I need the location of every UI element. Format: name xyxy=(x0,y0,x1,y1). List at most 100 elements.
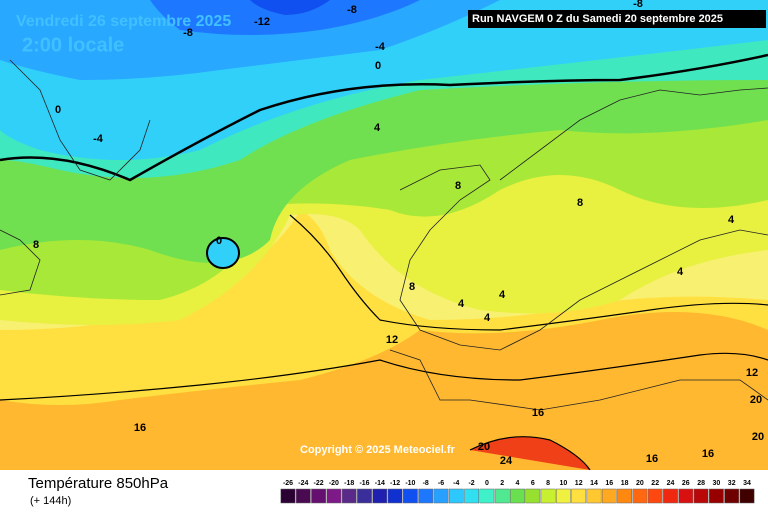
contour-label: 20 xyxy=(750,394,762,406)
legend-tick-label: 10 xyxy=(560,480,568,487)
legend-tick-label: -22 xyxy=(314,480,324,487)
legend-swatch xyxy=(601,488,617,504)
legend-swatch xyxy=(341,488,357,504)
legend-swatch xyxy=(586,488,602,504)
legend-tick-label: -6 xyxy=(438,480,444,487)
legend-tick-label: 4 xyxy=(516,480,520,487)
legend-swatch xyxy=(494,488,510,504)
contour-label: 16 xyxy=(646,453,658,465)
legend-swatch xyxy=(540,488,556,504)
legend-swatch xyxy=(448,488,464,504)
legend-swatch xyxy=(510,488,525,504)
legend-tick-label: 16 xyxy=(605,480,613,487)
contour-label: 16 xyxy=(532,407,544,419)
map-field xyxy=(0,0,768,471)
legend-swatch xyxy=(403,488,418,504)
legend-swatch xyxy=(556,488,571,504)
run-info: Run NAVGEM 0 Z du Samedi 20 septembre 20… xyxy=(472,13,723,25)
contour-label: 12 xyxy=(386,334,398,346)
legend-swatch xyxy=(525,488,541,504)
legend-tick-label: -20 xyxy=(329,480,339,487)
legend-tick-label: -2 xyxy=(468,480,474,487)
contour-label: -4 xyxy=(93,133,104,145)
legend-tick-label: 32 xyxy=(728,480,736,487)
legend-tick-label: -4 xyxy=(453,480,459,487)
legend-tick-label: -14 xyxy=(375,480,385,487)
legend-swatch xyxy=(724,488,740,504)
legend-tick-label: 30 xyxy=(713,480,721,487)
legend-tick-label: 22 xyxy=(651,480,659,487)
legend-swatch xyxy=(464,488,480,504)
legend-swatch xyxy=(295,488,311,504)
legend-tick-label: -24 xyxy=(298,480,308,487)
contour-label: 16 xyxy=(134,422,146,434)
map-title: Vendredi 26 septembre 2025 xyxy=(16,13,231,30)
legend-tick-label: 2 xyxy=(500,480,504,487)
legend-swatch xyxy=(311,488,327,504)
copyright: Copyright © 2025 Meteociel.fr xyxy=(300,444,456,456)
legend-tick-label: 24 xyxy=(667,480,675,487)
legend-swatch xyxy=(647,488,663,504)
color-scale: -26 -24 -22 -20 -18 -16 -14 -12 -10 -8 -6 -4 -2 0 2 4 6 8… xyxy=(280,480,755,504)
legend-swatch xyxy=(709,488,724,504)
legend-swatch xyxy=(433,488,449,504)
legend-tick-label: 18 xyxy=(621,480,629,487)
legend-swatch xyxy=(418,488,434,504)
legend-swatch xyxy=(372,488,388,504)
map-subtitle: 2:00 locale xyxy=(22,34,124,56)
contour-label: 4 xyxy=(677,266,684,278)
contour-label: 20 xyxy=(752,431,764,443)
legend-tick-label: 14 xyxy=(590,480,598,487)
legend-tick-label: 0 xyxy=(485,480,489,487)
legend-swatch xyxy=(632,488,648,504)
contour-label: 4 xyxy=(484,312,491,324)
contour-label: -8 xyxy=(633,0,643,10)
contour-label: -8 xyxy=(183,27,193,39)
legend-tick-label: -18 xyxy=(344,480,354,487)
legend-swatch xyxy=(739,488,755,504)
contour-label: 0 xyxy=(375,60,381,72)
contour-label: 4 xyxy=(728,214,735,226)
contour-label: 0 xyxy=(55,104,61,116)
contour-label: -4 xyxy=(375,41,386,53)
contour-label: 16 xyxy=(702,448,714,460)
contour-label: 8 xyxy=(455,180,461,192)
legend-tick-label: 20 xyxy=(636,480,644,487)
legend-tick-label: -16 xyxy=(359,480,369,487)
legend-swatch xyxy=(693,488,709,504)
contour-label: 20 xyxy=(478,441,490,453)
footer-title: Température 850hPa xyxy=(28,475,169,492)
contour-label: -12 xyxy=(254,16,270,28)
legend-swatch xyxy=(280,488,296,504)
run-box xyxy=(468,10,766,28)
legend-tick-label: 26 xyxy=(682,480,690,487)
contour-label: 0 xyxy=(216,235,222,247)
legend-tick-label: -26 xyxy=(283,480,293,487)
contour-label: 4 xyxy=(458,298,465,310)
legend-tick-label: -12 xyxy=(390,480,400,487)
contour-label: 8 xyxy=(409,281,415,293)
contour-label: 12 xyxy=(746,367,758,379)
legend-swatch xyxy=(326,488,342,504)
legend-swatch xyxy=(357,488,372,504)
legend-tick-label: -10 xyxy=(405,480,415,487)
legend-tick-label: 6 xyxy=(531,480,535,487)
contour-label: 24 xyxy=(500,455,513,467)
contour-label: 4 xyxy=(499,289,506,301)
contour-label: 8 xyxy=(577,197,583,209)
legend-swatch xyxy=(571,488,587,504)
legend-tick-label: -8 xyxy=(423,480,429,487)
legend-swatch xyxy=(663,488,678,504)
contour-label: 4 xyxy=(374,122,381,134)
legend-tick-label: 34 xyxy=(743,480,751,487)
contour-label: -8 xyxy=(347,4,357,16)
footer-lead: (+ 144h) xyxy=(30,495,71,507)
legend-swatch xyxy=(479,488,495,504)
legend-tick-label: 8 xyxy=(546,480,550,487)
legend-swatch xyxy=(617,488,633,504)
legend-tick-label: 28 xyxy=(697,480,705,487)
legend-tick-label: 12 xyxy=(575,480,583,487)
contour-label: 8 xyxy=(33,239,39,251)
